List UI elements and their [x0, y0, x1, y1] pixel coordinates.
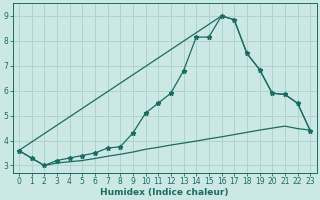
- X-axis label: Humidex (Indice chaleur): Humidex (Indice chaleur): [100, 188, 229, 197]
